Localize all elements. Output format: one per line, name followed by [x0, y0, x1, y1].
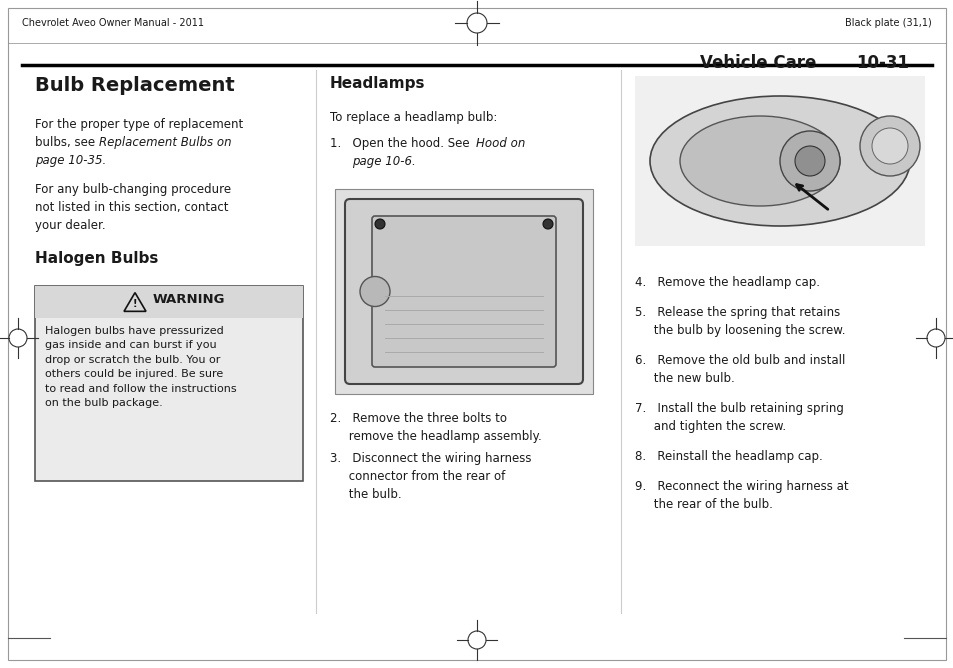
Text: 7.   Install the bulb retaining spring
     and tighten the screw.: 7. Install the bulb retaining spring and… — [635, 402, 843, 433]
Circle shape — [359, 277, 390, 307]
Text: page 10-35.: page 10-35. — [35, 154, 106, 167]
Text: 2.   Remove the three bolts to
     remove the headlamp assembly.: 2. Remove the three bolts to remove the … — [330, 412, 541, 443]
Text: 10-31: 10-31 — [855, 54, 908, 72]
Circle shape — [780, 131, 840, 191]
Text: 4.   Remove the headlamp cap.: 4. Remove the headlamp cap. — [635, 276, 820, 289]
Text: Halogen Bulbs: Halogen Bulbs — [35, 251, 158, 266]
Text: 9.   Reconnect the wiring harness at
     the rear of the bulb.: 9. Reconnect the wiring harness at the r… — [635, 480, 848, 511]
Text: 1.   Open the hood. See: 1. Open the hood. See — [330, 137, 473, 150]
Text: 8.   Reinstall the headlamp cap.: 8. Reinstall the headlamp cap. — [635, 450, 821, 463]
Text: 5.   Release the spring that retains
     the bulb by loosening the screw.: 5. Release the spring that retains the b… — [635, 306, 844, 337]
FancyBboxPatch shape — [35, 286, 303, 481]
Text: 6.   Remove the old bulb and install
     the new bulb.: 6. Remove the old bulb and install the n… — [635, 354, 844, 385]
Text: Headlamps: Headlamps — [330, 76, 425, 91]
Text: Bulb Replacement: Bulb Replacement — [35, 76, 234, 95]
Text: !: ! — [132, 299, 137, 309]
FancyBboxPatch shape — [635, 76, 924, 246]
Text: Hood on: Hood on — [476, 137, 525, 150]
Text: Replacement Bulbs on: Replacement Bulbs on — [99, 136, 232, 149]
Text: Halogen bulbs have pressurized
gas inside and can burst if you
drop or scratch t: Halogen bulbs have pressurized gas insid… — [45, 326, 236, 408]
Text: To replace a headlamp bulb:: To replace a headlamp bulb: — [330, 111, 497, 124]
FancyBboxPatch shape — [35, 286, 303, 318]
Circle shape — [871, 128, 907, 164]
Text: WARNING: WARNING — [152, 293, 225, 306]
Circle shape — [794, 146, 824, 176]
Text: Vehicle Care: Vehicle Care — [700, 54, 816, 72]
Text: Black plate (31,1): Black plate (31,1) — [844, 18, 931, 28]
Circle shape — [375, 219, 385, 229]
Text: page 10-6.: page 10-6. — [352, 155, 416, 168]
FancyBboxPatch shape — [345, 199, 582, 384]
Ellipse shape — [649, 96, 909, 226]
Text: For the proper type of replacement
bulbs, see: For the proper type of replacement bulbs… — [35, 118, 243, 149]
Text: 3.   Disconnect the wiring harness
     connector from the rear of
     the bulb: 3. Disconnect the wiring harness connect… — [330, 452, 531, 501]
Text: Chevrolet Aveo Owner Manual - 2011: Chevrolet Aveo Owner Manual - 2011 — [22, 18, 204, 28]
Text: For any bulb-changing procedure
not listed in this section, contact
your dealer.: For any bulb-changing procedure not list… — [35, 183, 231, 232]
Ellipse shape — [679, 116, 840, 206]
Circle shape — [542, 219, 553, 229]
Circle shape — [859, 116, 919, 176]
FancyBboxPatch shape — [372, 216, 556, 367]
FancyBboxPatch shape — [335, 189, 593, 394]
